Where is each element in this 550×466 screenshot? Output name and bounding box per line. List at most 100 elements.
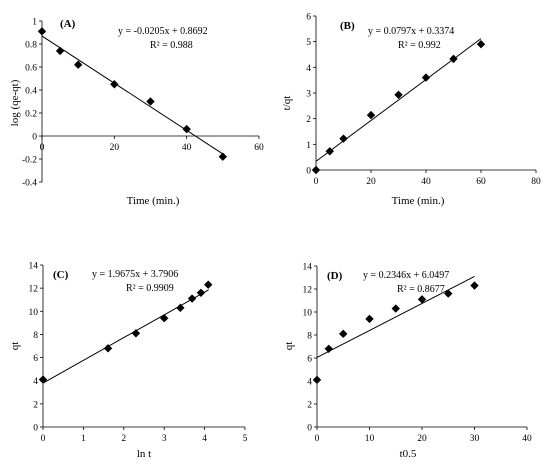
data-point [73, 60, 83, 69]
y-tick-label: 4 [306, 64, 311, 74]
y-tick-label: -0.4 [22, 179, 37, 189]
x-tick-label: 0 [314, 177, 319, 187]
y-tick-label: 3 [306, 90, 311, 100]
y-tick-label: 4 [307, 378, 312, 388]
data-point [339, 329, 348, 339]
y-tick-label: 10 [29, 308, 39, 318]
trendline [316, 276, 475, 358]
panel-label: (A) [60, 18, 76, 30]
y-tick-label: 6 [33, 354, 38, 364]
data-point [366, 110, 376, 120]
y-tick-label: 10 [303, 309, 313, 319]
x-tick-label: 40 [421, 177, 431, 187]
y-tick-label: 12 [29, 285, 39, 295]
y-tick-label: 2 [307, 401, 312, 411]
y-tick-label: 1 [306, 141, 311, 151]
y-tick-label: 0.8 [25, 41, 37, 51]
chart-panel-d: 0 2 4 6 8 10 12 14 0 10 20 30 40 y = 0.2346x + 6.0497… [283, 263, 532, 461]
trendline-equation: y = 0.0797x + 0.3374 [368, 26, 454, 37]
y-tick-label: -0.2 [22, 156, 37, 166]
y-tick-label: 5 [306, 38, 311, 48]
y-axis-title: log (qe-qt) [9, 79, 21, 126]
panel-label: (C) [53, 269, 69, 281]
x-axis-title: Time (min.) [127, 195, 180, 207]
x-tick-label: 60 [476, 177, 486, 187]
y-tick-label: 2 [306, 115, 311, 125]
x-axis-title: t0.5 [400, 448, 417, 460]
data-point [176, 303, 185, 313]
data-point [103, 344, 113, 353]
x-tick-label: 60 [254, 143, 264, 153]
data-point [476, 40, 486, 49]
y-tick-label: 0.2 [25, 110, 37, 120]
y-tick-label: 14 [303, 263, 313, 273]
x-tick-label: 3 [162, 434, 167, 444]
y-tick-label: 0 [307, 424, 312, 434]
x-tick-label: 40 [182, 143, 192, 153]
data-point [38, 375, 48, 384]
y-tick-label: 6 [307, 355, 312, 365]
trendline [315, 38, 482, 162]
data-point [311, 165, 321, 175]
y-axis-title: qt [9, 342, 21, 351]
x-tick-label: 80 [531, 177, 541, 187]
data-point [218, 152, 228, 161]
data-point [196, 288, 206, 297]
r-squared-label: R² = 0.988 [150, 40, 193, 51]
y-tick-label: 0 [32, 133, 37, 143]
data-point [131, 329, 141, 338]
y-tick-label: 0.4 [25, 87, 37, 97]
trendline [41, 35, 224, 155]
r-squared-label: R² = 0.992 [398, 40, 441, 51]
x-tick-label: 30 [470, 434, 480, 444]
y-axis-title: t/qt [281, 96, 293, 111]
chart-panel-a: -0.4-0.200.20.40.60.810 20 40 60y = -0.0205… [9, 18, 264, 208]
y-tick-label: 0.6 [25, 64, 37, 74]
data-point [187, 294, 197, 303]
x-tick-label: 20 [110, 143, 120, 153]
trendline-equation: y = 0.2346x + 6.0497 [363, 270, 449, 281]
data-point [470, 281, 479, 290]
trendline [42, 289, 209, 384]
data-point [160, 314, 169, 323]
data-point [391, 304, 400, 313]
data-point [55, 46, 65, 56]
data-point [110, 80, 119, 89]
x-tick-label: 4 [202, 434, 207, 444]
data-point [444, 289, 453, 298]
y-tick-label: 6 [306, 13, 311, 23]
y-tick-label: 2 [33, 400, 38, 410]
data-point [394, 90, 403, 99]
data-point [421, 73, 431, 82]
trendline-equation: y = -0.0205x + 0.8692 [118, 26, 208, 37]
data-point [312, 375, 322, 385]
y-tick-label: 1 [32, 18, 37, 28]
y-tick-label: 14 [29, 262, 39, 272]
data-point [325, 147, 334, 156]
data-point [417, 295, 427, 304]
x-axis-title: Time (min.) [392, 195, 445, 207]
y-tick-label: 4 [33, 377, 38, 387]
y-tick-label: 0 [306, 167, 311, 177]
x-axis-title: ln t [137, 448, 151, 460]
data-point [204, 280, 213, 289]
panel-label: (D) [327, 270, 343, 282]
data-point [146, 97, 155, 106]
data-point [37, 27, 47, 36]
x-tick-label: 0 [40, 143, 45, 153]
x-tick-label: 20 [417, 434, 427, 444]
x-tick-label: 40 [522, 434, 532, 444]
y-tick-label: 8 [33, 331, 38, 341]
x-tick-label: 0 [41, 434, 46, 444]
data-point [449, 54, 458, 64]
data-point [339, 134, 348, 143]
data-point [324, 344, 333, 353]
y-tick-label: 8 [307, 332, 312, 342]
x-tick-label: 5 [243, 434, 248, 444]
r-squared-label: R² = 0.8677 [397, 284, 445, 295]
x-tick-label: 1 [81, 434, 86, 444]
x-tick-label: 20 [366, 177, 376, 187]
